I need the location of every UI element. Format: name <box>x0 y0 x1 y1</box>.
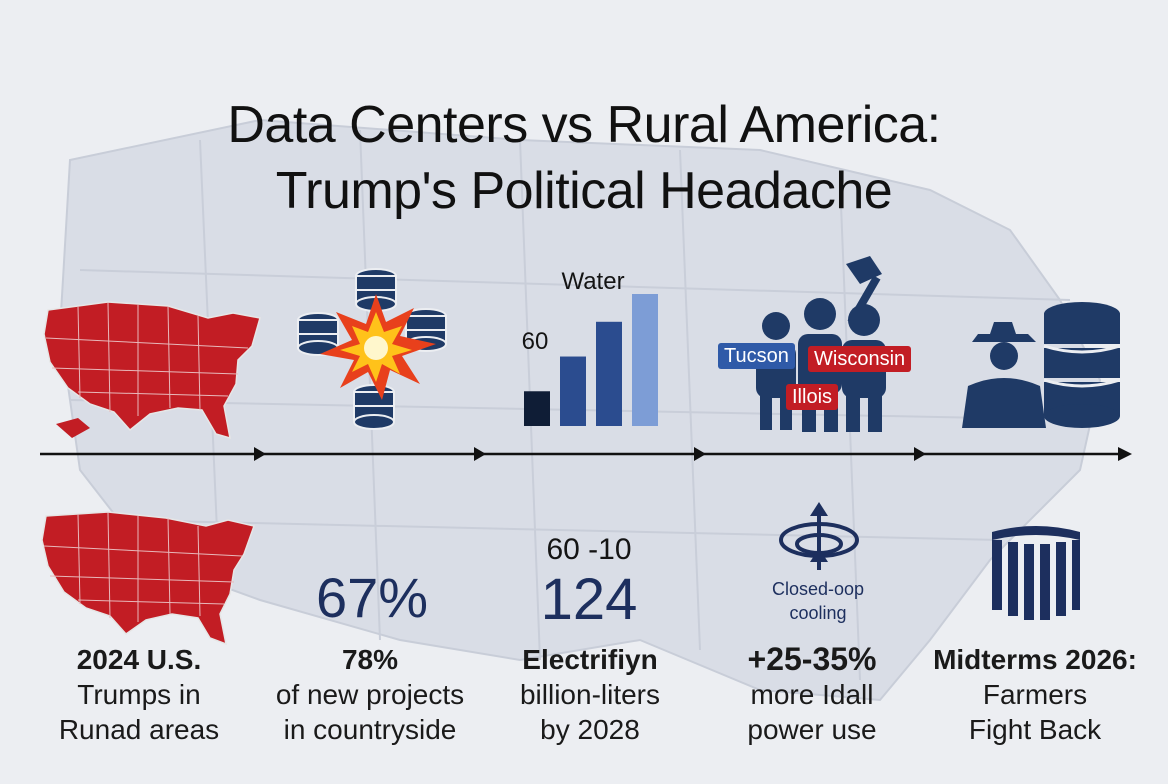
capitol-column-icon <box>992 526 1080 620</box>
farmer-server-icon <box>962 302 1121 428</box>
stat-1-caption: 2024 U.S. Trumps in Runad areas <box>24 642 254 747</box>
protest-tag-illois: Illois <box>786 384 839 410</box>
stat-2-caption: 78% of new projects in countryside <box>262 642 478 747</box>
water-bar-2 <box>560 356 586 426</box>
stat-1-caption-line-3: Runad areas <box>58 714 220 745</box>
stat-1-caption-line-2: Trumps in <box>77 679 201 710</box>
stat-3-big: 124 <box>540 567 638 632</box>
stat-2-big: 67% <box>315 566 429 629</box>
page-title: Data Centers vs Rural America: Trump's P… <box>0 92 1168 224</box>
water-chart-label: Water <box>561 268 625 295</box>
stat-5-caption-line-3: Fight Back <box>968 714 1102 745</box>
stat-4-caption-line-2: more Idall <box>750 679 874 710</box>
stat-3-top: 60 -10 <box>546 533 632 566</box>
stat-5-caption-line-2: Farmers <box>982 679 1088 710</box>
water-bar-3 <box>596 321 622 426</box>
cooling-label-line-1: Closed-oop <box>771 579 865 599</box>
stat-3-caption-line-3: by 2028 <box>540 714 640 745</box>
stat-4-caption-line-1: +25-35% <box>747 641 877 677</box>
title-line-2: Trump's Political Headache <box>275 162 893 220</box>
stat-4-caption-line-3: power use <box>747 714 877 745</box>
water-bar-1 <box>524 391 550 426</box>
stat-3-caption: Electrifiyn billion-liters by 2028 <box>490 642 690 747</box>
closed-loop-cooling-icon <box>779 502 859 570</box>
stat-4-caption: +25-35% more Idall power use <box>712 642 912 747</box>
stat-2-caption-line-3: in countryside <box>283 714 457 745</box>
timeline-arrow <box>40 447 1132 461</box>
stat-3-caption-line-2: billion-liters <box>519 679 661 710</box>
server-explosion-icon <box>297 268 447 430</box>
cooling-label-line-2: cooling <box>789 603 847 623</box>
us-map-red-icon <box>43 301 261 440</box>
water-bar-chart-icon <box>524 294 658 426</box>
water-chart-value: 60 <box>521 328 549 355</box>
title-line-1: Data Centers vs Rural America: <box>227 96 941 154</box>
stat-2-caption-line-1: 78% <box>341 644 399 675</box>
stat-3-caption-line-1: Electrifiyn <box>522 644 658 675</box>
stat-1-caption-line-1: 2024 U.S. <box>76 644 202 675</box>
stat-5-caption: Midterms 2026: Farmers Fight Back <box>912 642 1158 747</box>
water-bar-4 <box>632 294 658 426</box>
stat-5-caption-line-1: Midterms 2026: <box>933 644 1137 675</box>
protest-tag-tucson: Tucson <box>718 343 795 369</box>
protest-tag-wisconsin: Wisconsin <box>808 346 912 372</box>
us-map-red-icon <box>41 511 255 646</box>
stat-2-caption-line-2: of new projects <box>275 679 465 710</box>
